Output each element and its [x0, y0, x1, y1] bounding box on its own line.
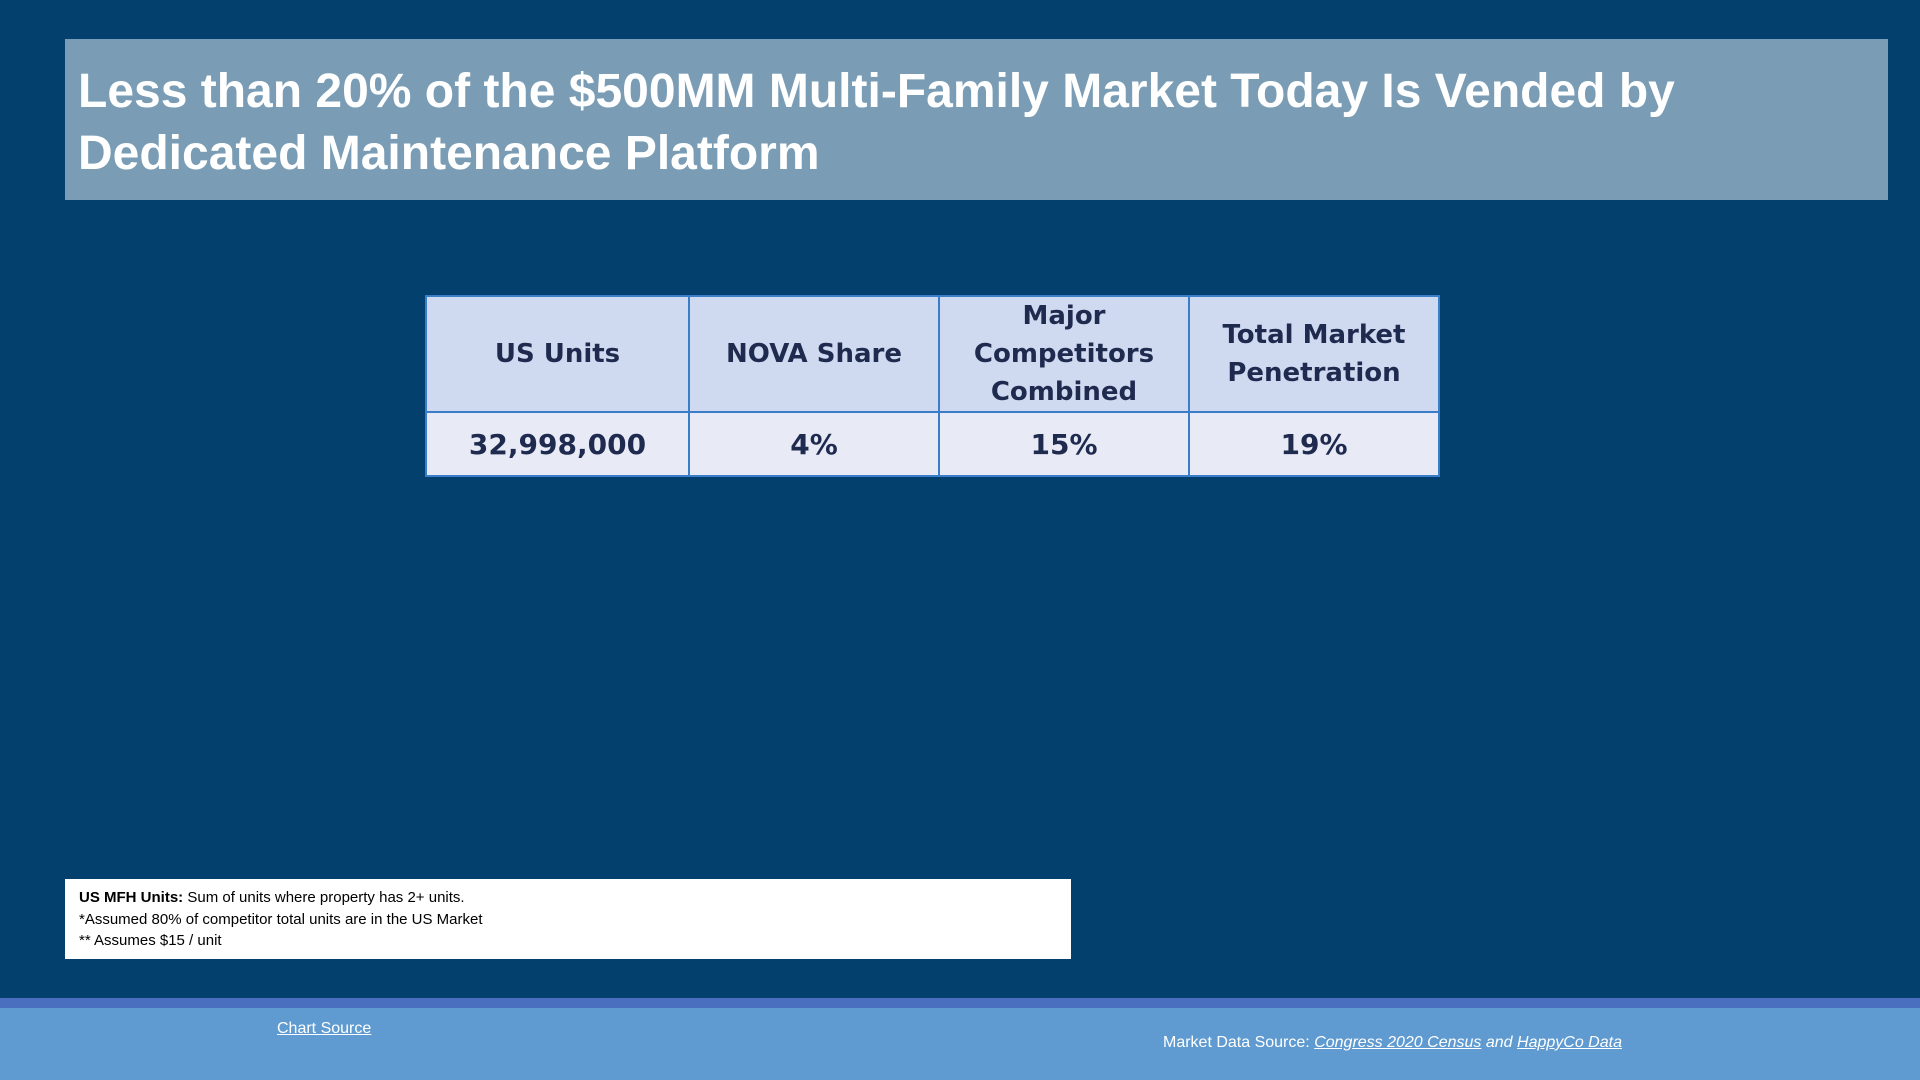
- happyco-link[interactable]: HappyCo Data: [1517, 1034, 1622, 1051]
- header-cell: US Units: [425, 295, 690, 413]
- header-cell: Major Competitors Combined: [938, 295, 1190, 413]
- title-banner: Less than 20% of the $500MM Multi-Family…: [65, 39, 1888, 200]
- note-text: Sum of units where property has 2+ units…: [187, 889, 465, 906]
- note-line: *Assumed 80% of competitor total units a…: [79, 910, 483, 928]
- data-cell: 19%: [1188, 411, 1440, 477]
- market-source: Market Data Source: Congress 2020 Census…: [1163, 1034, 1622, 1052]
- note-line: ** Assumes $15 / unit: [79, 932, 222, 949]
- note-line: US MFH Units: Sum of units where propert…: [79, 887, 1057, 909]
- data-cell: 4%: [688, 411, 940, 477]
- header-cell: NOVA Share: [688, 295, 940, 413]
- header-cell: Total Market Penetration: [1188, 295, 1440, 413]
- footer-stripe: [0, 998, 1920, 1008]
- header-row: US Units NOVA Share Major Competitors Co…: [425, 295, 1440, 413]
- data-cell: 15%: [938, 411, 1190, 477]
- market-source-prefix: Market Data Source:: [1163, 1034, 1310, 1051]
- joiner: and: [1485, 1034, 1513, 1051]
- data-cell: 32,998,000: [425, 411, 690, 477]
- note-label: US MFH Units:: [79, 889, 184, 906]
- market-table: US Units NOVA Share Major Competitors Co…: [425, 295, 1440, 477]
- chart-source-link[interactable]: Chart Source: [277, 1020, 372, 1037]
- slide-title: Less than 20% of the $500MM Multi-Family…: [78, 65, 1675, 180]
- census-link[interactable]: Congress 2020 Census: [1314, 1034, 1482, 1051]
- data-row: 32,998,000 4% 15% 19%: [425, 411, 1440, 477]
- notes-box: US MFH Units: Sum of units where propert…: [65, 879, 1071, 959]
- footer: Chart Source Market Data Source: Congres…: [0, 1008, 1920, 1080]
